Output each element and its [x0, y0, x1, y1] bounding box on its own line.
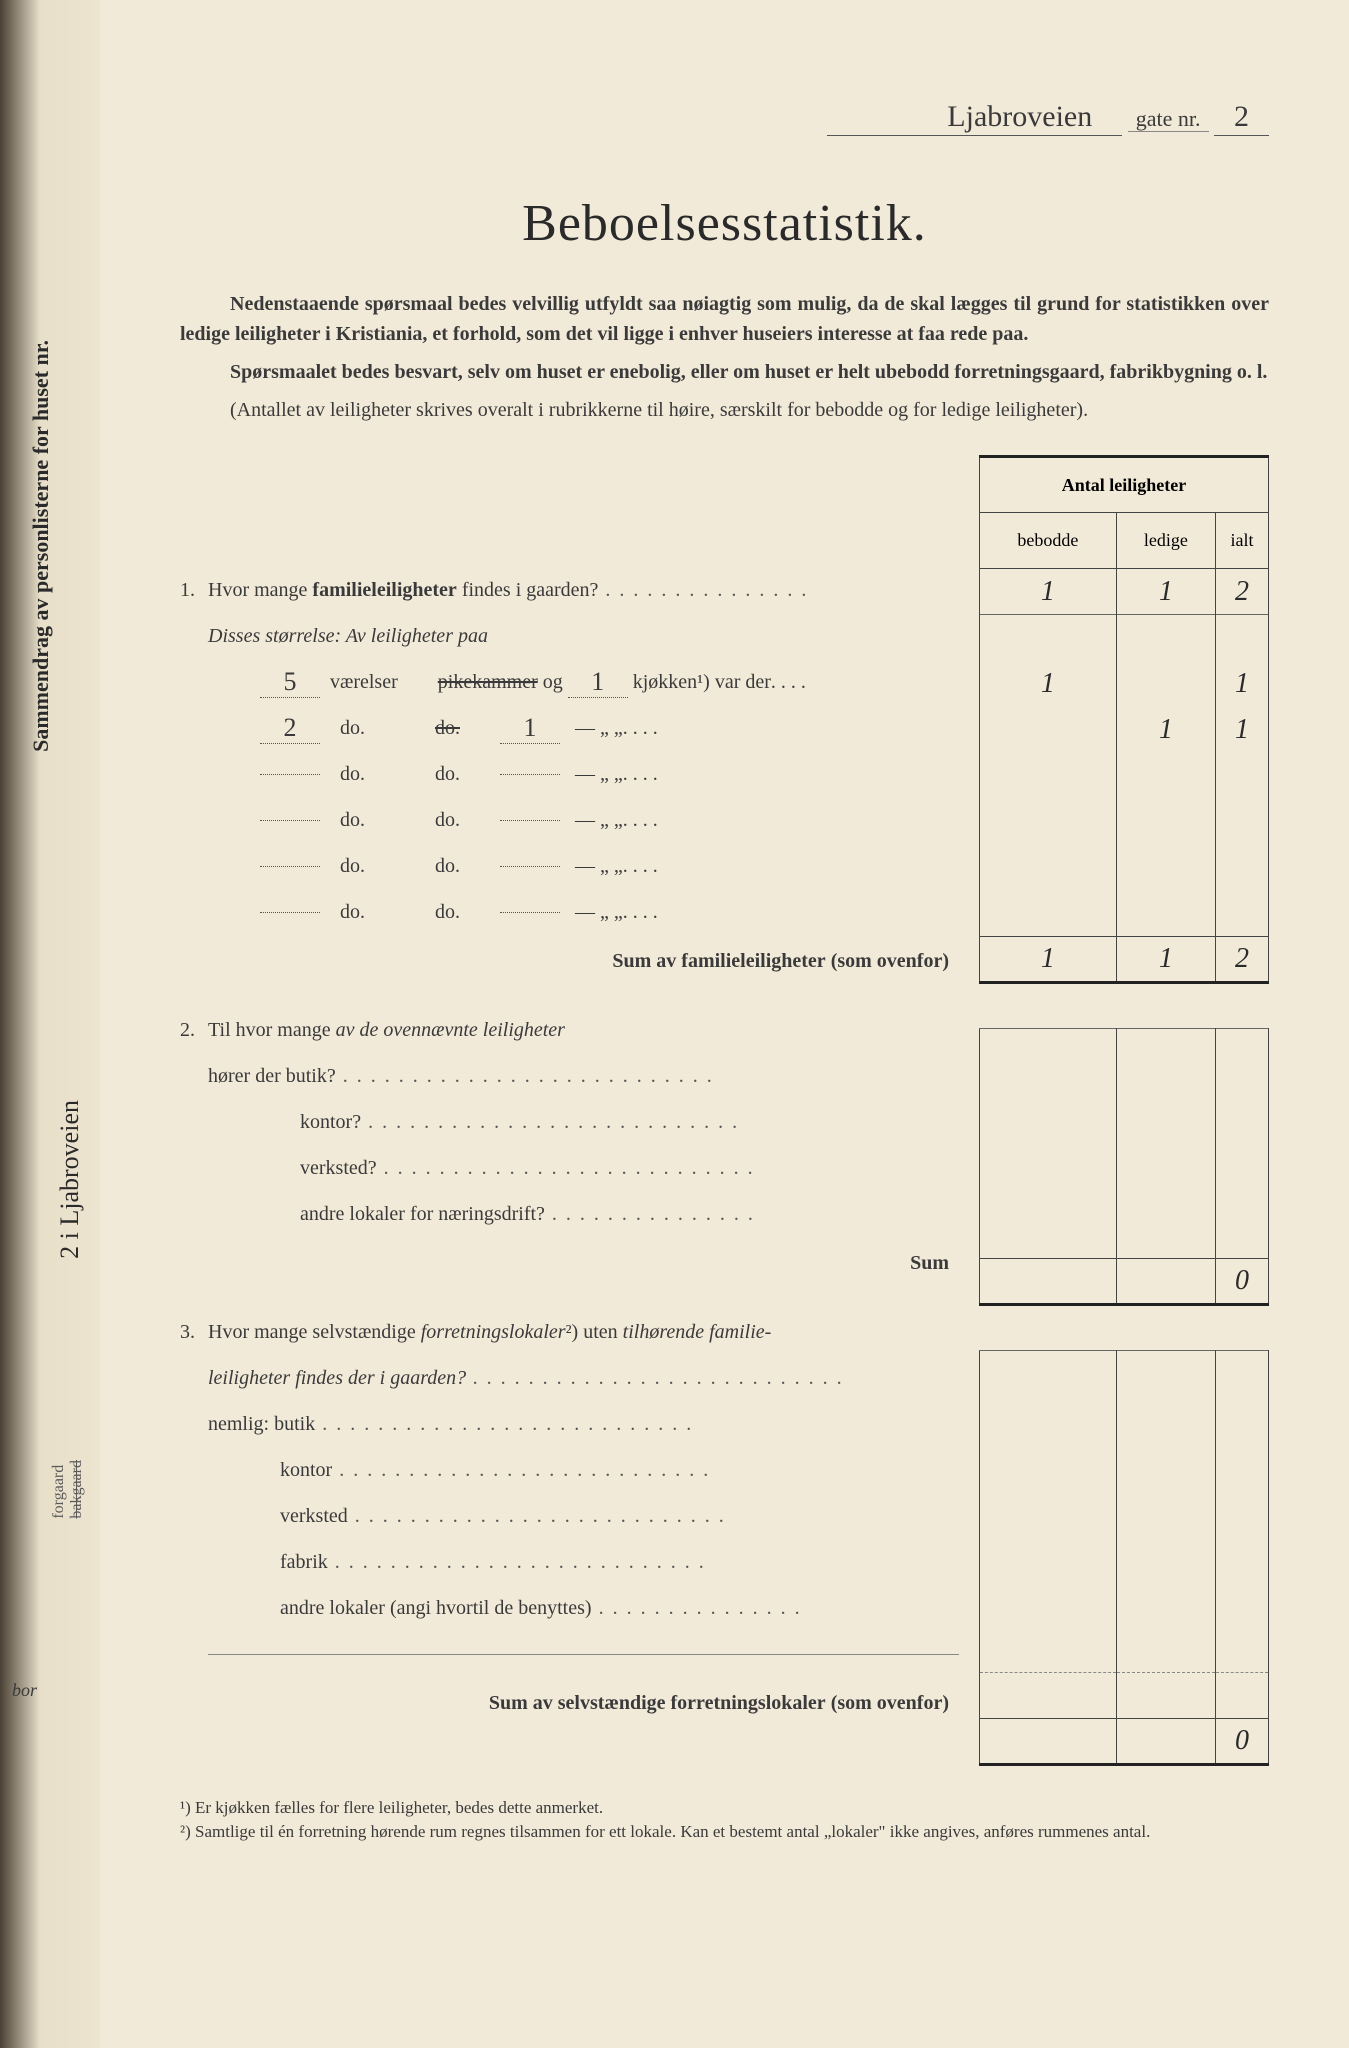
spine-gaard-labels: forgaard bakgaard: [50, 1460, 86, 1519]
q1-size-row-3: do.do. — „ „ . . . .: [180, 797, 959, 843]
q3-val-row-5: [980, 1627, 1269, 1673]
q3-item-2: verksted: [180, 1493, 959, 1539]
q3-item-3: fabrik: [180, 1539, 959, 1585]
q1-val-row-0: 11: [980, 661, 1269, 707]
spine-handwritten: 2 i Ljabroveien: [55, 1100, 85, 1259]
th-main: Antal leiligheter: [980, 457, 1269, 513]
q2-val-row-2: [980, 1121, 1269, 1167]
q3-sum-label: Sum av selvstændige forretningslokaler (…: [180, 1677, 959, 1729]
q3-val-row-3: [980, 1535, 1269, 1581]
q2-val-row-1: [980, 1075, 1269, 1121]
intro-p1: Nedenstaaende spørsmaal bedes velvillig …: [180, 289, 1269, 349]
th-ialt: ialt: [1216, 513, 1269, 569]
q1-val-row-2: [980, 753, 1269, 799]
q2-item-1: kontor?: [180, 1099, 959, 1145]
q3-item-4: andre lokaler (angi hvortil de benyttes): [180, 1585, 959, 1631]
q2-item-2: verksted?: [180, 1145, 959, 1191]
intro-p2: Spørsmaalet bedes besvart, selv om huset…: [180, 357, 1269, 387]
document-page: Ljabroveien gate nr. 2 Beboelsesstatisti…: [100, 0, 1349, 2048]
q1-sum-label: Sum av familieleiligheter (som ovenfor): [180, 935, 959, 987]
footnote-2: ²) Samtlige til én forretning hørende ru…: [180, 1820, 1269, 1844]
q3-val-row-1: [980, 1443, 1269, 1489]
footnotes: ¹) Er kjøkken fælles for flere leilighet…: [180, 1796, 1269, 1844]
page-title: Beboelsesstatistik.: [180, 194, 1269, 253]
q1-size-row-0: 5 værelser pikekammer og 1 kjøkken¹) var…: [180, 659, 959, 705]
q1-size-row-2: do.do. — „ „ . . . .: [180, 751, 959, 797]
q3-val-row-0: [980, 1397, 1269, 1443]
q2-sum-row: 0: [980, 1259, 1269, 1305]
th-bebodde: bebodde: [980, 513, 1117, 569]
q3-lead2: leiligheter findes der i gaarden?: [180, 1355, 959, 1401]
q1-size-row-5: do.do. — „ „ . . . .: [180, 889, 959, 935]
q3-val-row-2: [980, 1489, 1269, 1535]
questions-column: 1. Hvor mange familieleiligheter findes …: [180, 455, 959, 1766]
footnote-1: ¹) Er kjøkken fælles for flere leilighet…: [180, 1796, 1269, 1820]
q2-item-3: andre lokaler for næringsdrift?: [180, 1191, 959, 1237]
q2-item-0: hører der butik?: [180, 1053, 959, 1099]
intro-p3: (Antallet av leiligheter skrives overalt…: [180, 395, 1269, 425]
q1-sub: Disses størrelse: Av leiligheter paa: [180, 613, 959, 659]
q3-blank: [180, 1631, 959, 1677]
q1-top-row: 112: [980, 569, 1269, 615]
q2-val-row-0: [980, 1029, 1269, 1075]
q3-lead1: 3. Hvor mange selvstændige forretningslo…: [180, 1309, 959, 1355]
intro-text: Nedenstaaende spørsmaal bedes velvillig …: [180, 289, 1269, 425]
spine-printed-text: Sammendrag av personlisterne for huset n…: [28, 340, 54, 752]
spine-bor: bor: [12, 1680, 37, 1701]
values-table-column: Antal leiligheter bebodde ledige ialt 11…: [979, 455, 1269, 1766]
q2-val-row-3: [980, 1167, 1269, 1213]
q3-val-row-lead: [980, 1351, 1269, 1397]
header-street-line: Ljabroveien gate nr. 2: [180, 100, 1269, 134]
house-number-handwritten: 2: [1214, 100, 1269, 136]
street-name-handwritten: Ljabroveien: [827, 100, 1122, 136]
q1-size-row-1: 2 do. do. 1 — „ „ . . . .: [180, 705, 959, 751]
th-ledige: ledige: [1116, 513, 1215, 569]
q2-lead: 2. Til hvor mange av de ovennævnte leili…: [180, 1007, 959, 1053]
q3-val-row-4: [980, 1581, 1269, 1627]
q1-val-row-4: [980, 845, 1269, 891]
q3-item-0: nemlig: butik: [180, 1401, 959, 1447]
q1-line: 1. Hvor mange familieleiligheter findes …: [180, 567, 959, 613]
q3-item-1: kontor: [180, 1447, 959, 1493]
q2-sum-label: Sum: [180, 1237, 959, 1289]
q1-val-row-1: 11: [980, 707, 1269, 753]
q1-sum-row: 112: [980, 937, 1269, 983]
q1-val-row-3: [980, 799, 1269, 845]
q3-val-row-blank: [980, 1673, 1269, 1719]
q2-val-row-4: [980, 1213, 1269, 1259]
gate-label: gate nr.: [1128, 106, 1209, 132]
q1-size-row-4: do.do. — „ „ . . . .: [180, 843, 959, 889]
q3-sum-row: 0: [980, 1719, 1269, 1765]
q1-val-row-5: [980, 891, 1269, 937]
values-table: Antal leiligheter bebodde ledige ialt 11…: [979, 455, 1269, 1766]
book-spine: Sammendrag av personlisterne for huset n…: [0, 0, 100, 2048]
